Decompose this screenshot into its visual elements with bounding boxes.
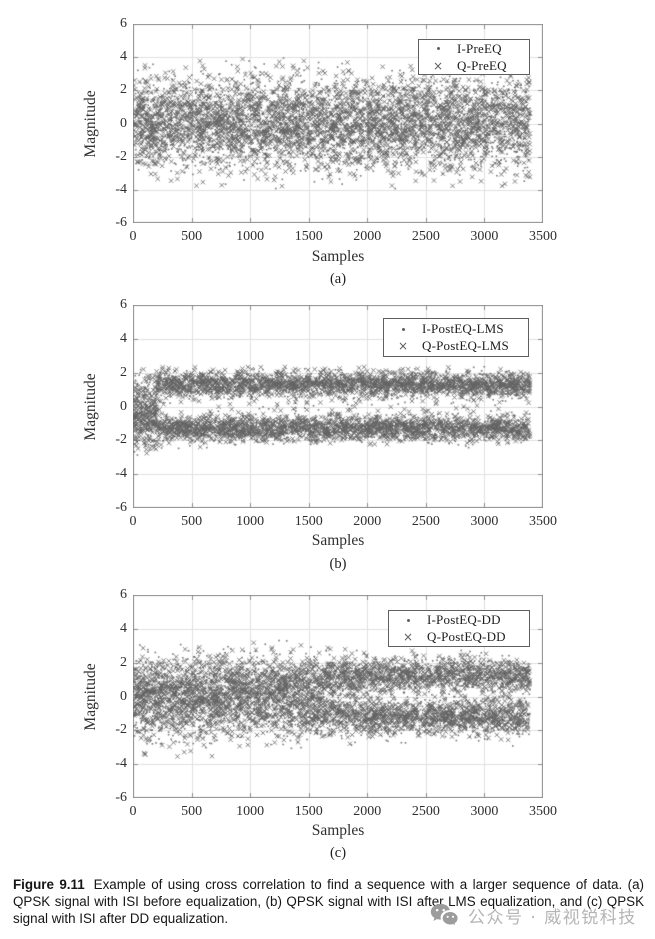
x-tick-label: 1000 xyxy=(236,804,265,819)
x-tick-label: 1000 xyxy=(236,229,265,244)
x-tick-label: 2000 xyxy=(353,229,382,244)
x-tick-label: 500 xyxy=(181,804,203,819)
x-tick-label: 2000 xyxy=(353,804,382,819)
x-tick-label: 3000 xyxy=(470,514,499,529)
y-tick-label: 4 xyxy=(120,330,127,346)
x-tick-label: 3500 xyxy=(529,514,557,529)
dot-marker-icon xyxy=(406,618,410,622)
x-tick-label: 3000 xyxy=(470,229,499,244)
x-tick-label: 2500 xyxy=(411,804,440,819)
y-tick-label: -6 xyxy=(115,790,127,805)
y-tick-label: 2 xyxy=(120,82,127,98)
y-tick-label: 0 xyxy=(120,398,127,414)
legend-item: × Q-PostEQ-DD xyxy=(389,629,529,645)
y-tick-label: 6 xyxy=(120,297,127,312)
x-tick-label: 3000 xyxy=(470,804,499,819)
x-tick-label: 3500 xyxy=(529,229,557,244)
y-tick-label: -4 xyxy=(115,756,127,772)
legend-item: I-PreEQ xyxy=(419,41,529,57)
y-tick-label: -2 xyxy=(115,432,127,448)
x-tick-label: 2500 xyxy=(411,229,440,244)
legend-label: Q-PostEQ-LMS xyxy=(422,338,509,353)
y-tick-label: 4 xyxy=(120,49,127,65)
legend-label: I-PostEQ-DD xyxy=(427,612,501,627)
legend-label: I-PreEQ xyxy=(457,40,502,56)
x-axis-label: Samples xyxy=(311,532,365,549)
x-tick-label: 0 xyxy=(129,229,137,244)
watermark-text: 公众号 · 威视锐科技 xyxy=(468,908,637,928)
figure-caption: Figure 9.11 Example of using cross correl… xyxy=(13,876,644,927)
x-tick-label: 1500 xyxy=(294,804,323,819)
y-tick-label: 0 xyxy=(120,115,127,131)
y-tick-label: 4 xyxy=(120,620,127,636)
legend-item: × Q-PostEQ-LMS xyxy=(384,338,528,354)
x-tick-label: 3500 xyxy=(529,804,557,819)
y-tick-label: 6 xyxy=(120,16,127,31)
legend-item: I-PostEQ-LMS xyxy=(384,321,528,337)
legend-label: Q-PreEQ xyxy=(457,57,507,73)
y-tick-label: 2 xyxy=(120,654,127,670)
x-marker-icon: × xyxy=(432,58,444,73)
x-marker-icon: × xyxy=(397,339,409,353)
watermark: 公众号 · 威视锐科技 xyxy=(430,903,637,928)
dot-marker-icon xyxy=(436,47,440,50)
y-tick-label: -2 xyxy=(115,148,127,164)
y-tick-label: 6 xyxy=(120,587,127,602)
x-tick-label: 500 xyxy=(181,514,203,529)
y-tick-label: -6 xyxy=(115,500,127,515)
x-tick-label: 500 xyxy=(181,229,203,244)
legend-item: × Q-PreEQ xyxy=(419,58,529,74)
x-tick-label: 0 xyxy=(129,514,137,529)
panel-label: (a) xyxy=(329,271,347,287)
y-tick-label: 0 xyxy=(120,688,127,704)
panel-label: (c) xyxy=(329,845,347,861)
x-tick-label: 2000 xyxy=(353,514,382,529)
legend-label: I-PostEQ-LMS xyxy=(422,321,504,336)
legend-label: Q-PostEQ-DD xyxy=(427,629,506,644)
figure-caption-label: Figure 9.11 xyxy=(13,877,85,893)
wechat-icon xyxy=(430,903,459,928)
y-tick-label: -4 xyxy=(115,181,127,197)
legend-item: I-PostEQ-DD xyxy=(389,612,529,628)
x-tick-label: 1500 xyxy=(294,514,323,529)
x-tick-label: 2500 xyxy=(411,514,440,529)
dot-marker-icon xyxy=(401,327,405,331)
x-tick-label: 1000 xyxy=(236,514,265,529)
legend: I-PreEQ × Q-PreEQ xyxy=(418,39,530,75)
x-tick-label: 0 xyxy=(129,804,137,819)
legend: I-PostEQ-LMS × Q-PostEQ-LMS xyxy=(383,318,529,357)
x-axis-label: Samples xyxy=(311,822,365,839)
x-marker-icon: × xyxy=(402,630,414,644)
panel-label: (b) xyxy=(329,556,347,572)
legend: I-PostEQ-DD × Q-PostEQ-DD xyxy=(388,610,530,647)
x-axis-label: Samples xyxy=(311,248,365,265)
x-tick-label: 1500 xyxy=(294,229,323,244)
y-tick-label: -6 xyxy=(115,215,127,230)
y-tick-label: 2 xyxy=(120,364,127,380)
figure-caption-text: Example of using cross correlation to fi… xyxy=(13,877,644,927)
y-tick-label: -4 xyxy=(115,466,127,482)
y-tick-label: -2 xyxy=(115,722,127,738)
